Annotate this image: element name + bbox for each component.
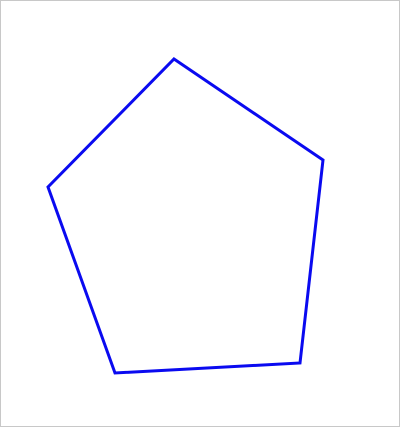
pentagon-outline [46,57,325,375]
